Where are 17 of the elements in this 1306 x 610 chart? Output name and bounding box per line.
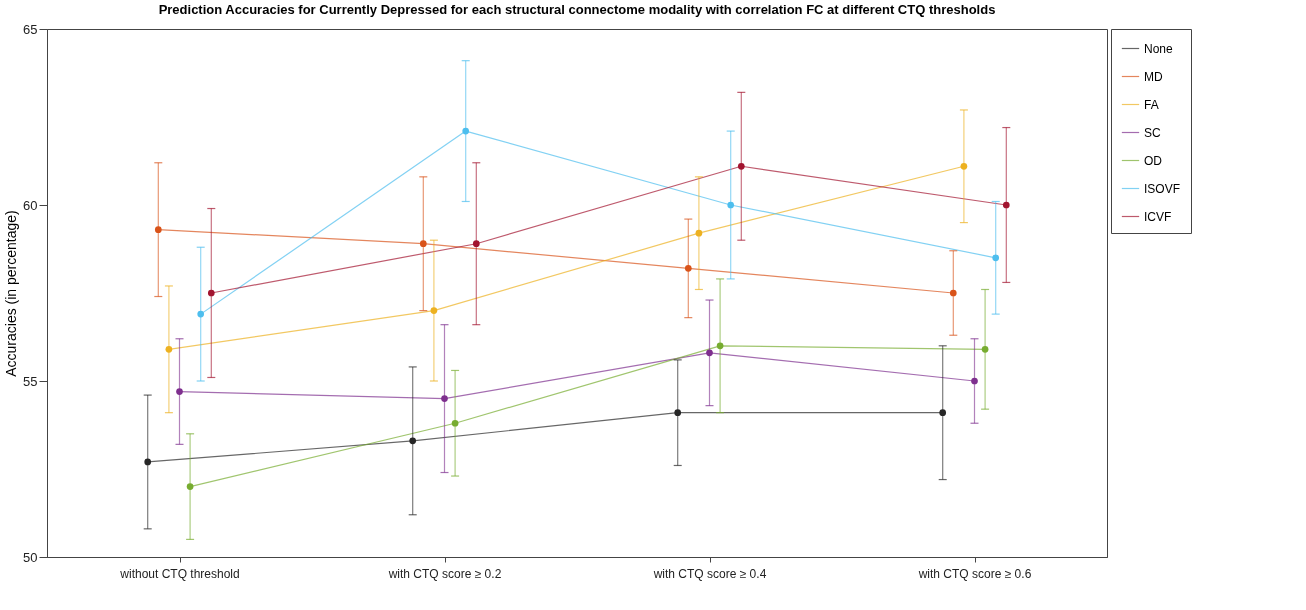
x-tick-label: without CTQ threshold bbox=[119, 566, 240, 581]
legend-label: ICVF bbox=[1144, 209, 1172, 224]
y-axis-title: Accuracies (in percentage) bbox=[3, 210, 20, 377]
x-tick-label: with CTQ score ≥ 0.2 bbox=[387, 566, 502, 581]
legend-label: OD bbox=[1144, 153, 1163, 168]
y-tick-label: 60 bbox=[23, 197, 38, 213]
x-tick-label: with CTQ score ≥ 0.6 bbox=[917, 566, 1032, 581]
legend-label: None bbox=[1144, 41, 1174, 56]
legend-label: ISOVF bbox=[1144, 181, 1181, 196]
x-tick-label: with CTQ score ≥ 0.4 bbox=[652, 566, 767, 581]
y-tick-label: 55 bbox=[23, 373, 38, 389]
legend-label: SC bbox=[1144, 125, 1161, 140]
legend-label: MD bbox=[1144, 69, 1163, 84]
y-tick-label: 50 bbox=[23, 549, 38, 565]
legend-label: FA bbox=[1144, 97, 1159, 112]
y-tick-label: 65 bbox=[23, 21, 38, 37]
chart-title: Prediction Accuracies for Currently Depressed for each structural connectome modality with correlation FC at different CTQ thresholds bbox=[158, 2, 996, 17]
